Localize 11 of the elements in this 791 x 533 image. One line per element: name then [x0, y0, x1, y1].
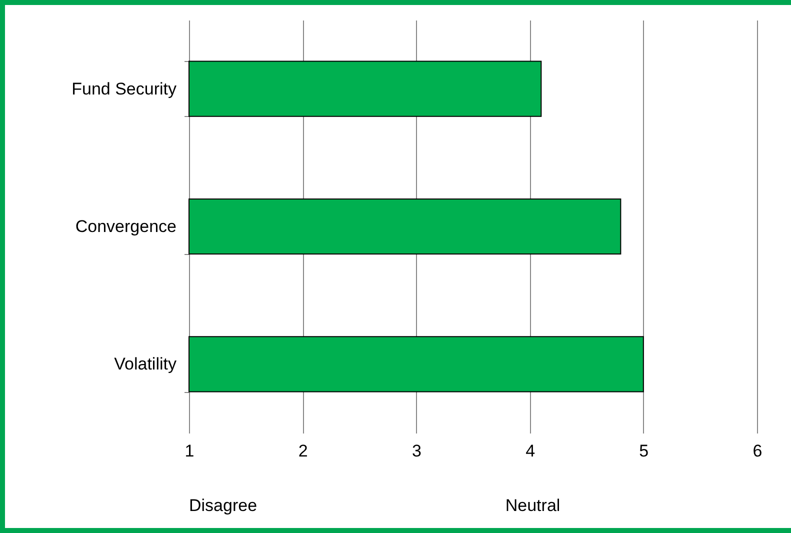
x-tick-label: 2 — [298, 442, 308, 460]
text: Disagree — [189, 496, 258, 515]
x-tick-label: 6 — [752, 442, 762, 460]
x-tick-label: 1 — [184, 442, 194, 460]
y-tick-label: Fund Security — [72, 79, 177, 98]
x-tick-label: 3 — [412, 442, 422, 460]
y-tick-label: Volatility — [114, 354, 177, 374]
x-tick-label: 4 — [526, 442, 536, 460]
y-tick-label: Convergence — [75, 217, 176, 236]
x-tick-label: 5 — [639, 442, 649, 460]
text: Neutral — [505, 496, 560, 515]
